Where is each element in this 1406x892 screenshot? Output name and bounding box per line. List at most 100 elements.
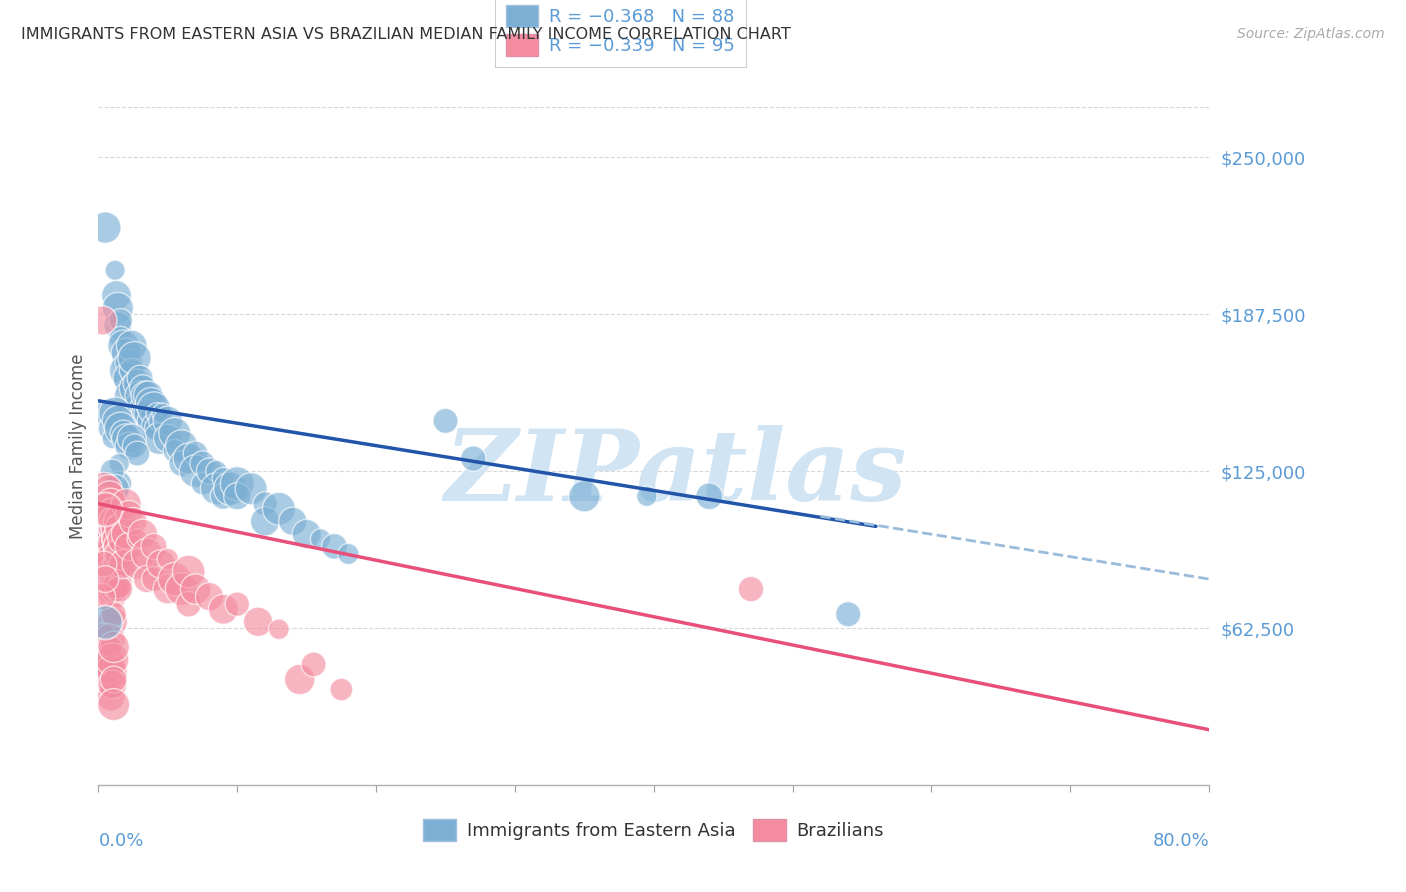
Point <box>574 489 596 503</box>
Point <box>163 572 186 586</box>
Point <box>295 527 318 541</box>
Point <box>101 537 124 551</box>
Point <box>101 552 124 566</box>
Point <box>107 414 129 428</box>
Point <box>163 444 186 458</box>
Point <box>205 482 228 496</box>
Point <box>103 565 125 579</box>
Point <box>96 540 118 554</box>
Point <box>115 364 138 378</box>
Point <box>97 482 120 496</box>
Point <box>105 288 128 302</box>
Point <box>156 552 179 566</box>
Point <box>93 557 115 571</box>
Point <box>127 376 149 391</box>
Point <box>98 552 121 566</box>
Point <box>253 497 276 511</box>
Point <box>110 421 132 435</box>
Point <box>138 406 160 420</box>
Point <box>226 476 249 491</box>
Point <box>104 540 127 554</box>
Point <box>98 522 121 536</box>
Point <box>98 682 121 697</box>
Text: IMMIGRANTS FROM EASTERN ASIA VS BRAZILIAN MEDIAN FAMILY INCOME CORRELATION CHART: IMMIGRANTS FROM EASTERN ASIA VS BRAZILIA… <box>21 27 790 42</box>
Point <box>132 527 155 541</box>
Point <box>112 426 135 441</box>
Point <box>118 439 141 453</box>
Point <box>101 677 124 691</box>
Point <box>115 432 138 446</box>
Point <box>101 507 124 521</box>
Point <box>94 514 117 528</box>
Point <box>170 439 193 453</box>
Point <box>127 557 149 571</box>
Point <box>127 532 149 546</box>
Point <box>94 220 117 235</box>
Point <box>101 615 124 629</box>
Point <box>98 497 121 511</box>
Point <box>94 648 117 662</box>
Point <box>98 657 121 672</box>
Point <box>108 457 131 471</box>
Legend: Immigrants from Eastern Asia, Brazilians: Immigrants from Eastern Asia, Brazilians <box>415 811 893 850</box>
Point <box>184 582 207 596</box>
Point <box>104 263 127 277</box>
Point <box>198 590 221 604</box>
Point <box>108 582 131 596</box>
Y-axis label: Median Family Income: Median Family Income <box>69 353 87 539</box>
Point <box>105 532 128 546</box>
Point <box>98 572 121 586</box>
Point <box>143 540 166 554</box>
Point <box>103 640 125 654</box>
Point <box>101 507 124 521</box>
Point <box>135 406 157 420</box>
Point <box>129 389 152 403</box>
Point <box>138 389 160 403</box>
Point <box>163 426 186 441</box>
Point <box>115 497 138 511</box>
Text: 80.0%: 80.0% <box>1153 832 1209 850</box>
Point <box>100 690 122 704</box>
Point <box>112 371 135 385</box>
Point <box>170 582 193 596</box>
Point <box>101 572 124 586</box>
Text: Source: ZipAtlas.com: Source: ZipAtlas.com <box>1237 27 1385 41</box>
Point <box>98 406 121 420</box>
Point <box>107 301 129 315</box>
Point <box>191 457 214 471</box>
Point <box>837 607 859 622</box>
Point <box>103 582 125 596</box>
Point <box>337 547 360 561</box>
Point <box>636 489 658 503</box>
Point <box>97 640 120 654</box>
Point <box>267 622 290 636</box>
Point <box>94 497 117 511</box>
Point <box>104 577 127 591</box>
Point <box>97 514 120 528</box>
Point <box>699 489 721 503</box>
Point <box>212 602 235 616</box>
Point <box>267 501 290 516</box>
Point <box>105 565 128 579</box>
Point <box>212 472 235 486</box>
Point <box>149 557 172 571</box>
Point <box>121 432 143 446</box>
Point <box>107 557 129 571</box>
Point <box>240 482 263 496</box>
Point <box>93 627 115 641</box>
Point <box>97 532 120 546</box>
Point <box>110 331 132 345</box>
Point <box>108 514 131 528</box>
Point <box>104 557 127 571</box>
Point <box>281 514 304 528</box>
Point <box>115 527 138 541</box>
Point <box>121 338 143 352</box>
Point <box>100 514 122 528</box>
Point <box>98 489 121 503</box>
Point <box>101 464 124 478</box>
Point <box>104 522 127 536</box>
Point <box>136 572 159 586</box>
Point <box>740 582 762 596</box>
Point <box>100 497 122 511</box>
Point <box>330 682 353 697</box>
